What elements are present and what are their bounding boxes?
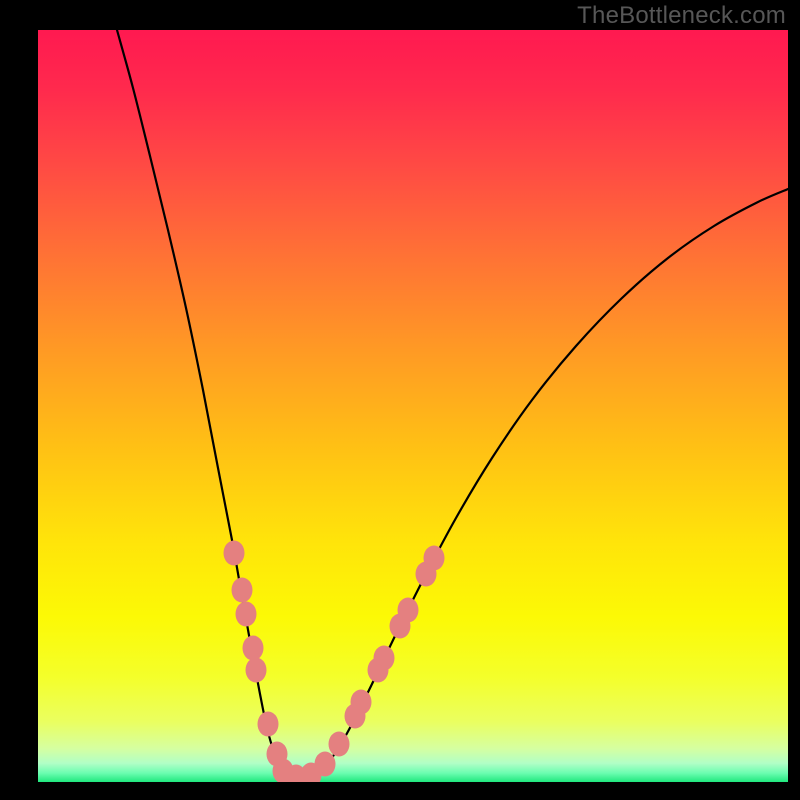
bead-marker <box>315 752 336 777</box>
v-curve-path <box>117 30 788 781</box>
bead-marker <box>351 690 372 715</box>
plot-area <box>38 30 788 782</box>
bead-marker <box>374 646 395 671</box>
bead-marker <box>232 578 253 603</box>
bead-marker <box>398 598 419 623</box>
bead-group <box>224 541 445 783</box>
bead-marker <box>243 636 264 661</box>
chart-svg <box>38 30 788 782</box>
bead-marker <box>258 712 279 737</box>
bead-marker <box>224 541 245 566</box>
bead-marker <box>329 732 350 757</box>
bead-marker <box>246 658 267 683</box>
bead-marker <box>236 602 257 627</box>
bead-marker <box>424 546 445 571</box>
watermark-text: TheBottleneck.com <box>577 2 786 30</box>
